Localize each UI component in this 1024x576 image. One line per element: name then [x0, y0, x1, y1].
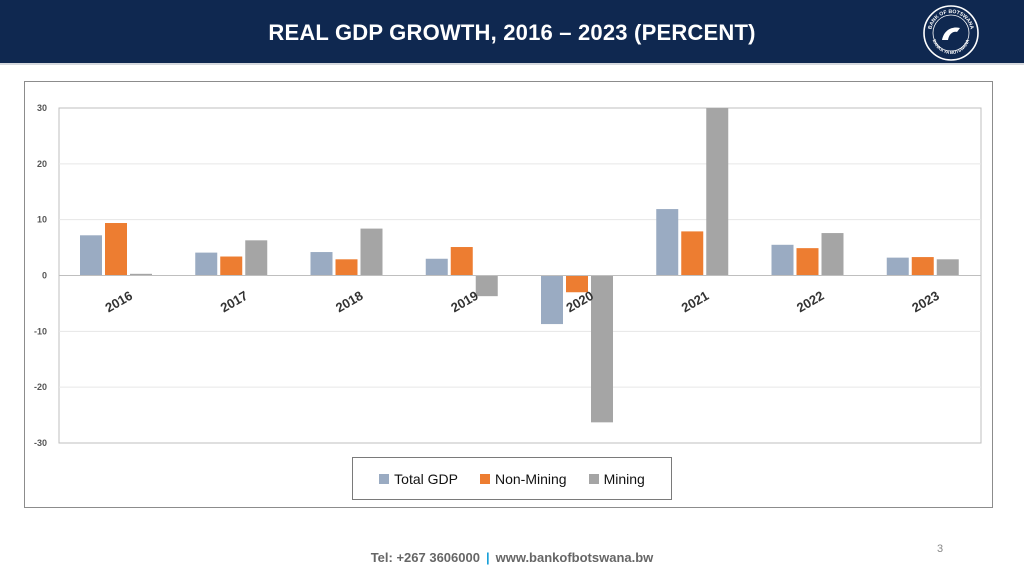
- footer-separator: |: [485, 550, 490, 565]
- bar-2019-non-mining: [450, 247, 473, 276]
- bar-2023-mining: [936, 259, 959, 276]
- bar-2020-total-gdp: [541, 275, 563, 325]
- bar-2019-total-gdp: [425, 258, 448, 276]
- legend-swatch-total-gdp: [379, 473, 390, 484]
- bar-2023-non-mining: [911, 257, 934, 276]
- chart-legend: Total GDP Non-Mining Mining: [352, 457, 672, 500]
- footer-tel: Tel: +267 3606000: [370, 550, 480, 565]
- bar-2021-mining: [706, 108, 729, 276]
- bar-2022-non-mining: [796, 248, 819, 276]
- legend-label-non-mining: Non-Mining: [494, 470, 567, 487]
- y-tick-label: -30: [34, 438, 47, 448]
- x-tick-label-2021: 2021: [679, 288, 712, 315]
- bar-2018-mining: [360, 228, 383, 276]
- bar-2021-non-mining: [681, 231, 704, 276]
- x-tick-label-2022: 2022: [794, 288, 827, 315]
- x-tick-label-2016: 2016: [102, 288, 135, 315]
- bar-2023-total-gdp: [886, 257, 909, 276]
- bar-2017-mining: [245, 240, 268, 276]
- bank-of-botswana-logo: BANK OF BOTSWANA BANKA YA BOTSWANA: [923, 5, 979, 61]
- y-tick-label: -10: [34, 326, 47, 336]
- bar-2021-total-gdp: [656, 209, 679, 276]
- footer-website[interactable]: www.bankofbotswana.bw: [495, 550, 654, 565]
- zebra-emblem-icon: [942, 27, 960, 40]
- bar-2016-mining: [130, 273, 152, 276]
- bar-2016-non-mining: [105, 223, 127, 276]
- bar-2019-mining: [475, 275, 498, 297]
- legend-item-non-mining: Non-Mining: [479, 470, 567, 487]
- bar-2017-non-mining: [220, 256, 243, 276]
- y-tick-label: 0: [42, 271, 47, 281]
- y-tick-label: 10: [37, 215, 47, 225]
- y-tick-label: -20: [34, 382, 47, 392]
- y-tick-label: 30: [37, 103, 47, 113]
- x-tick-label-2023: 2023: [909, 288, 942, 315]
- y-tick-label: 20: [37, 159, 47, 169]
- legend-label-mining: Mining: [603, 470, 645, 487]
- bar-2020-non-mining: [566, 275, 588, 293]
- bar-2022-total-gdp: [771, 244, 794, 276]
- bar-2018-non-mining: [335, 259, 358, 276]
- logo-text-bottom: BANKA YA BOTSWANA: [932, 38, 971, 55]
- svg-text:BANKA YA BOTSWANA: BANKA YA BOTSWANA: [932, 38, 971, 55]
- chart-frame: 30 20 10 0 -10 -20 -30 2016 2017 2018 2019 2020 2021…: [24, 81, 993, 508]
- bar-2016-total-gdp: [80, 235, 102, 276]
- slide-footer: Tel: +267 3606000 | www.bankofbotswana.bw: [0, 550, 1024, 565]
- legend-item-mining: Mining: [588, 470, 645, 487]
- bar-2020-mining: [591, 275, 613, 423]
- legend-item-total-gdp: Total GDP: [379, 471, 458, 487]
- bar-2017-total-gdp: [195, 252, 218, 276]
- x-tick-label-2018: 2018: [333, 288, 366, 315]
- x-tick-label-2017: 2017: [218, 288, 251, 315]
- bar-2022-mining: [821, 233, 844, 276]
- slide-header: REAL GDP GROWTH, 2016 – 2023 (PERCENT) B…: [0, 0, 1024, 65]
- page-number: 3: [937, 543, 944, 555]
- legend-swatch-mining: [588, 473, 599, 484]
- slide-title: REAL GDP GROWTH, 2016 – 2023 (PERCENT): [268, 20, 756, 45]
- bar-2018-total-gdp: [310, 252, 333, 276]
- legend-label-total-gdp: Total GDP: [394, 470, 458, 487]
- legend-swatch-non-mining: [479, 473, 490, 484]
